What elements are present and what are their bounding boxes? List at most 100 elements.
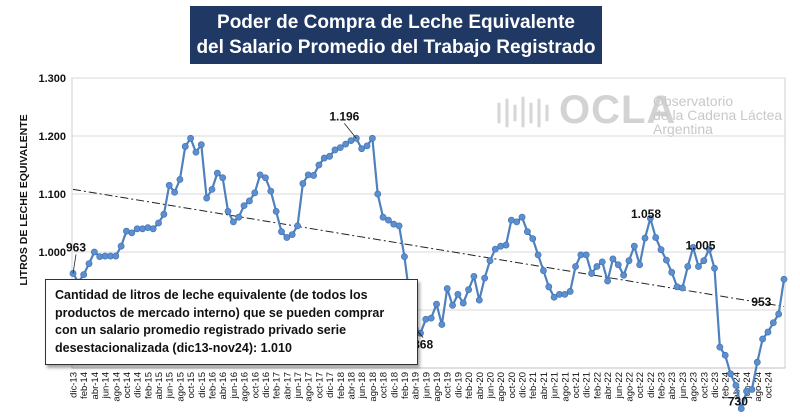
x-tick-label: abr-19 (411, 372, 422, 399)
data-point (588, 270, 595, 277)
data-point (459, 299, 467, 307)
chart-axes: 9001.0001.1001.2001.300dic-13feb-14abr-1… (38, 73, 785, 402)
x-tick-label: ago-19 (432, 372, 443, 402)
chart-title-box: Poder de Compra de Leche Equivalente del… (190, 6, 602, 64)
data-point (192, 148, 200, 156)
x-tick-label: dic-13 (69, 372, 80, 398)
data-point (662, 256, 670, 264)
data-point (358, 145, 366, 153)
data-point (240, 202, 248, 209)
series-group (69, 134, 788, 412)
data-label: 730 (728, 394, 748, 408)
data-point (668, 268, 676, 276)
x-tick-label: oct-18 (379, 372, 390, 398)
x-tick-label: jun-17 (293, 372, 304, 399)
data-point (550, 293, 558, 301)
x-tick-label: feb-17 (272, 372, 283, 399)
data-point (326, 152, 334, 160)
x-tick-label: feb-16 (207, 372, 218, 399)
data-point (90, 248, 98, 256)
data-point (630, 242, 638, 250)
x-tick-label: dic-23 (710, 372, 721, 398)
ocla-logo-name: OCLA (559, 88, 677, 132)
x-tick-label: jun-14 (101, 372, 112, 399)
x-tick-label: ago-18 (368, 372, 379, 402)
x-tick-label: feb-15 (143, 372, 154, 399)
data-point (689, 243, 697, 251)
data-point (534, 251, 542, 259)
y-tick-label: 1.100 (38, 189, 66, 201)
data-point (278, 228, 285, 236)
data-point (283, 234, 291, 241)
data-point (572, 263, 579, 270)
data-point (294, 222, 301, 230)
data-point (112, 252, 120, 260)
data-point (443, 285, 451, 292)
data-point (262, 174, 269, 182)
x-tick-label: jun-21 (550, 372, 561, 399)
x-tick-label: abr-18 (346, 372, 357, 399)
data-point (705, 245, 713, 253)
x-tick-label: ago-14 (111, 372, 122, 402)
data-point (433, 300, 440, 308)
x-tick-label: feb-24 (721, 372, 732, 399)
data-point (176, 176, 184, 183)
ocla-logo: OCLA Observatorio de la Cadena Láctea Ar… (495, 88, 785, 144)
x-tick-label: feb-19 (400, 372, 411, 399)
data-point (523, 228, 531, 236)
data-point (165, 181, 173, 189)
x-tick-label: jun-19 (421, 372, 432, 399)
data-point (518, 213, 526, 221)
data-point (737, 405, 745, 412)
data-point (171, 188, 178, 196)
data-point (427, 314, 435, 322)
data-point (695, 263, 702, 270)
data-point (197, 141, 205, 149)
data-point (540, 267, 547, 274)
data-point (502, 241, 510, 249)
data-point (155, 219, 162, 227)
data-point (582, 251, 590, 259)
chart-title-line-2: del Salario Promedio del Trabajo Registr… (196, 37, 596, 58)
x-tick-label: ago-17 (304, 372, 315, 402)
x-tick-label: abr-17 (282, 372, 293, 399)
x-tick-label: feb-23 (657, 372, 668, 399)
data-point (288, 231, 296, 238)
data-point (401, 253, 408, 261)
data-point (336, 144, 344, 151)
x-tick-label: dic-14 (133, 372, 144, 398)
data-point (529, 235, 537, 243)
data-point (379, 213, 387, 221)
x-tick-label: ago-20 (496, 372, 507, 402)
x-tick-label: jun-15 (165, 372, 176, 399)
data-point (700, 257, 708, 265)
data-point (679, 284, 686, 292)
data-point (561, 290, 569, 298)
data-point (475, 296, 483, 304)
x-tick-label: jun-20 (485, 372, 496, 399)
x-tick-label: abr-22 (603, 372, 614, 399)
x-tick-label: dic-19 (453, 372, 464, 398)
x-tick-label: ago-24 (753, 372, 764, 402)
data-point (609, 255, 617, 263)
data-point (374, 190, 382, 198)
data-point (780, 275, 788, 283)
data-point (224, 207, 232, 215)
x-tick-label: abr-15 (154, 372, 165, 399)
annotation-leader (344, 123, 357, 139)
data-point (181, 143, 189, 150)
x-tick-label: oct-19 (443, 372, 454, 398)
data-point (395, 222, 403, 230)
x-tick-label: oct-21 (571, 372, 582, 398)
annotation-leader (72, 254, 77, 274)
data-point (417, 329, 424, 337)
data-point (641, 234, 649, 242)
data-point (219, 174, 227, 182)
x-tick-label: oct-24 (763, 372, 774, 398)
data-point (566, 288, 574, 295)
data-point (593, 263, 601, 270)
data-point (604, 277, 611, 285)
summary-note: Cantidad de litros de leche equivalente … (45, 279, 418, 365)
x-tick-label: dic-20 (518, 372, 529, 398)
data-label: 953 (751, 295, 771, 309)
